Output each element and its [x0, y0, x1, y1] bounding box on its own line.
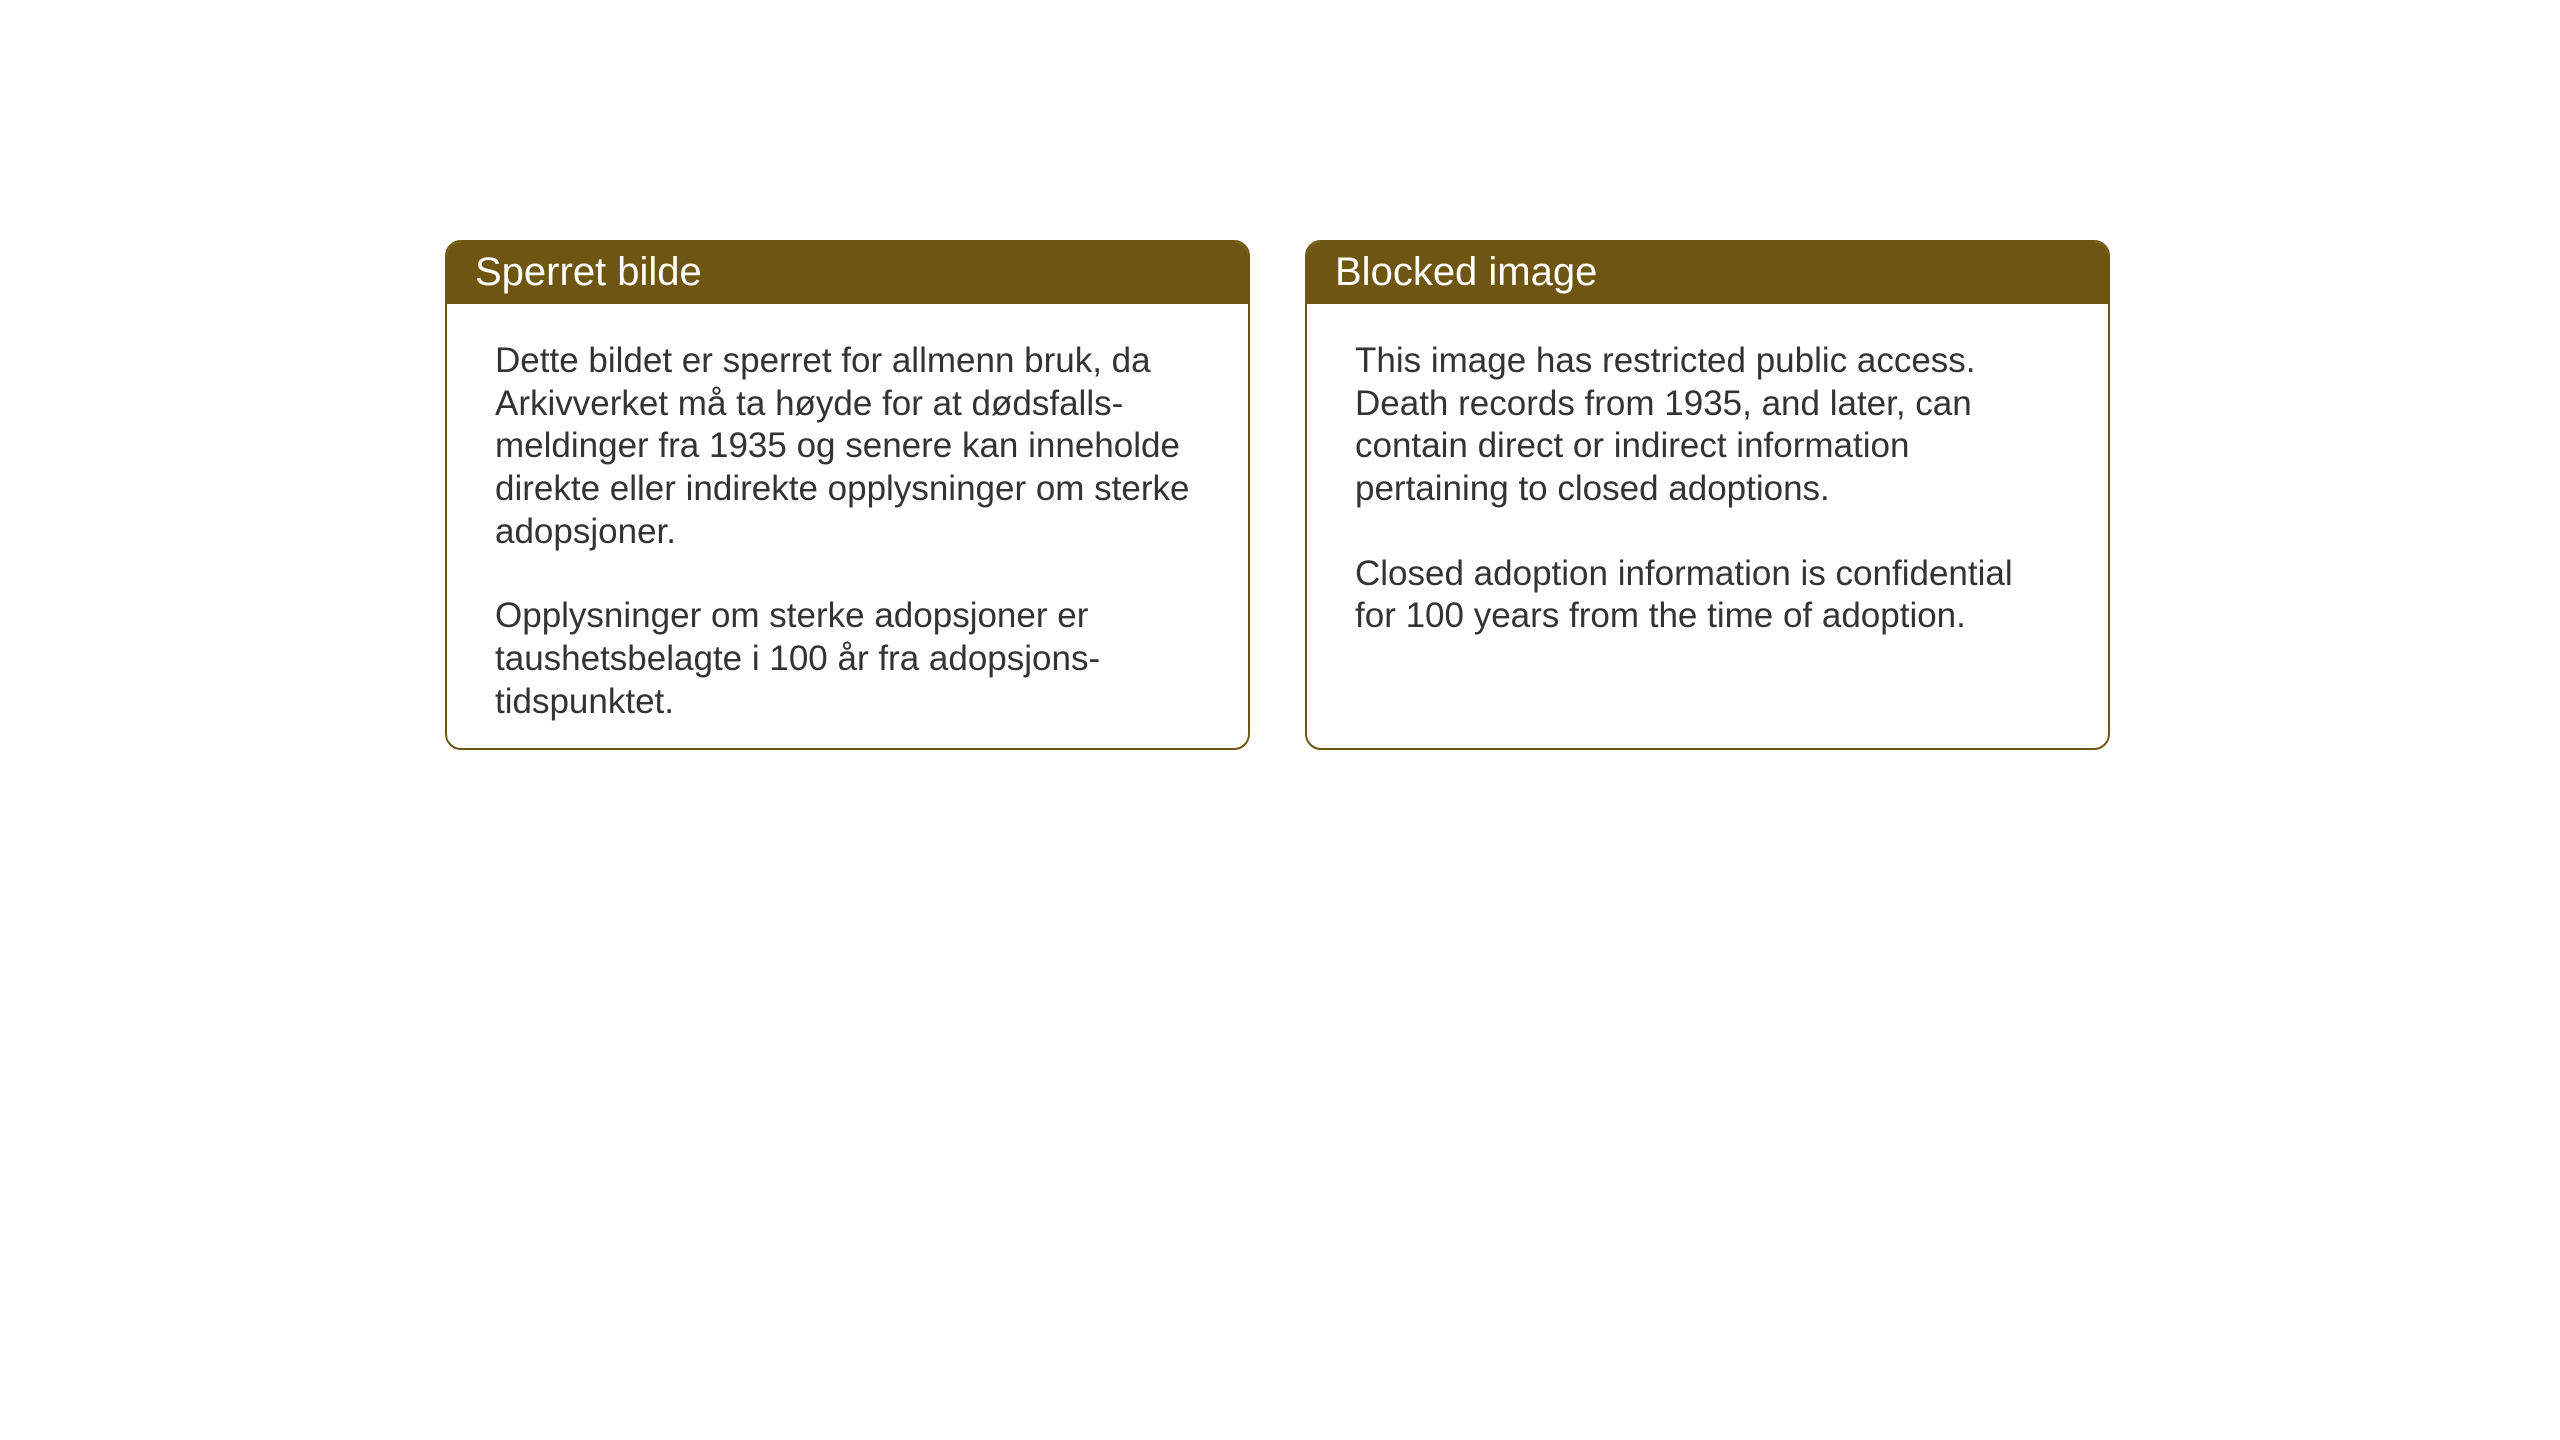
card-title-norwegian: Sperret bilde	[475, 250, 702, 295]
card-paragraph: This image has restricted public access.…	[1355, 340, 2060, 511]
cards-container: Sperret bilde Dette bildet er sperret fo…	[445, 240, 2110, 750]
card-paragraph: Dette bildet er sperret for allmenn bruk…	[495, 340, 1200, 553]
card-norwegian: Sperret bilde Dette bildet er sperret fo…	[445, 240, 1250, 750]
card-paragraph: Closed adoption information is confident…	[1355, 553, 2060, 638]
card-english: Blocked image This image has restricted …	[1305, 240, 2110, 750]
card-header-norwegian: Sperret bilde	[447, 242, 1248, 304]
card-body-english: This image has restricted public access.…	[1307, 304, 2108, 674]
card-body-norwegian: Dette bildet er sperret for allmenn bruk…	[447, 304, 1248, 750]
card-paragraph: Opplysninger om sterke adopsjoner er tau…	[495, 595, 1200, 723]
card-header-english: Blocked image	[1307, 242, 2108, 304]
card-title-english: Blocked image	[1335, 250, 1597, 295]
